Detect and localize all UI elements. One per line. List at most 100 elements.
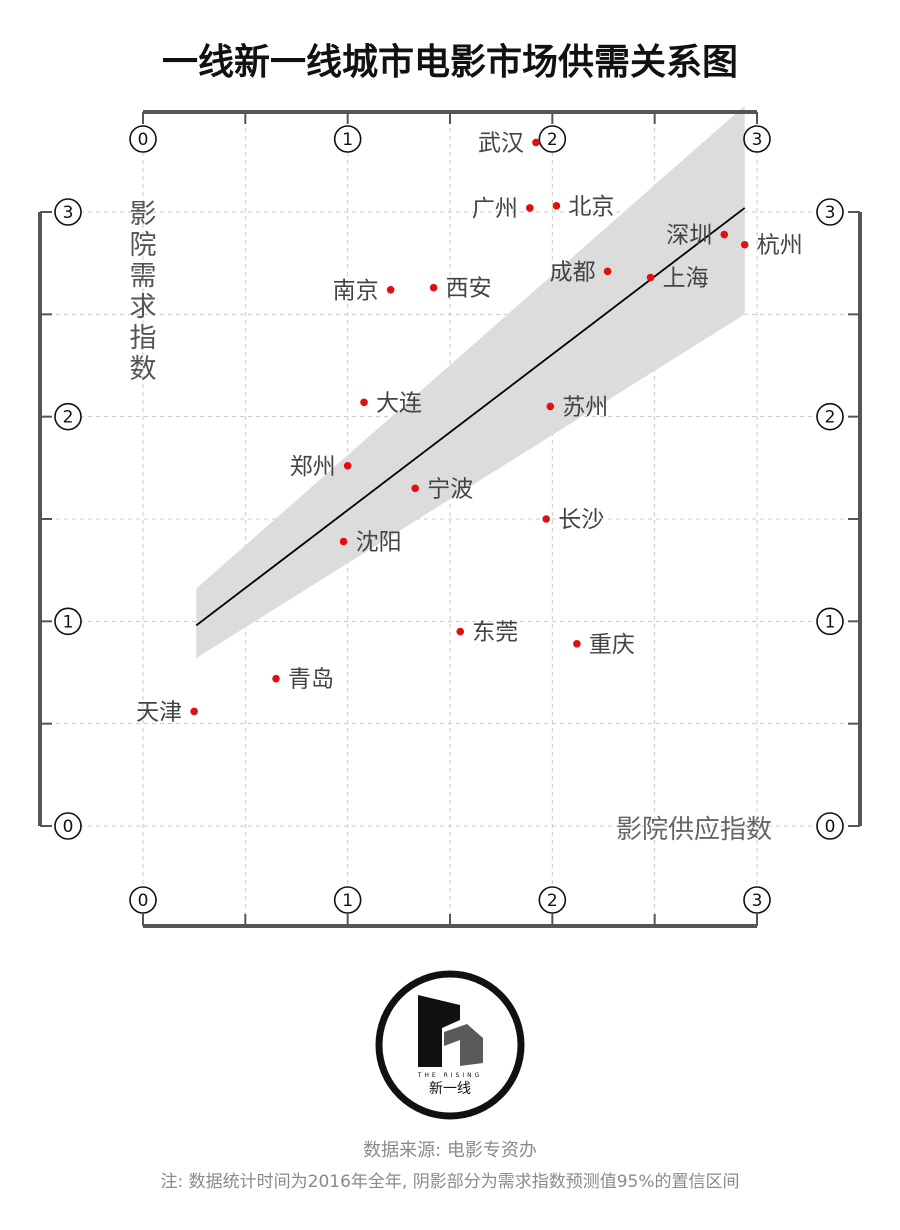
logo-mark-grey [444, 1024, 483, 1066]
point-label: 长沙 [558, 507, 604, 533]
data-point: 大连 [360, 390, 422, 416]
point-marker [339, 537, 348, 546]
tick-circle [816, 402, 844, 431]
point-label: 南京 [333, 278, 379, 304]
tick-text: 2 [825, 408, 836, 428]
data-point: 武汉 [478, 130, 540, 156]
data-point: 东莞 [456, 620, 518, 646]
x-tick-label-bottom: 1 [333, 886, 362, 914]
point-label: 天津 [136, 699, 182, 725]
tick-circle [129, 125, 157, 153]
x-tick-label-bottom: 2 [538, 886, 567, 914]
tick-circle [333, 125, 362, 153]
data-point: 上海 [646, 265, 709, 291]
point-marker [386, 285, 395, 294]
tick-text: 0 [138, 130, 149, 150]
y-tick-label-right: 1 [816, 607, 844, 636]
data-point: 宁波 [411, 476, 473, 502]
point-label: 重庆 [589, 632, 635, 658]
logo: THE RISING 新一线 [375, 970, 525, 1120]
point-marker [740, 240, 749, 249]
data-point: 深圳 [666, 223, 729, 249]
tick-circle [54, 402, 82, 431]
tick-circle [743, 886, 771, 914]
data-point: 广州 [472, 196, 534, 222]
confidence-band [196, 105, 745, 659]
footer-source: 数据来源: 电影专资办 [363, 1140, 537, 1161]
point-label: 广州 [472, 196, 518, 222]
y-tick-label-left: 0 [54, 812, 82, 840]
chart-title: 一线新一线城市电影市场供需关系图 [162, 42, 738, 83]
tick-circle [538, 886, 567, 914]
point-marker [411, 484, 420, 493]
data-point: 苏州 [546, 394, 608, 420]
data-point: 郑州 [290, 454, 352, 480]
point-marker [456, 627, 465, 636]
data-point: 天津 [136, 699, 198, 725]
point-marker [542, 515, 550, 523]
tick-circle [54, 812, 82, 840]
point-label: 深圳 [666, 223, 712, 249]
tick-circle [54, 607, 82, 636]
data-point: 杭州 [740, 233, 803, 259]
tick-text: 3 [752, 130, 763, 150]
point-marker [532, 138, 540, 147]
tick-text: 1 [825, 612, 836, 632]
y-tick-label-right: 3 [816, 198, 844, 226]
y-axis-label-char: 影 [130, 199, 157, 230]
point-label: 杭州 [757, 233, 803, 259]
point-marker [573, 640, 581, 648]
tick-circle [54, 198, 82, 226]
y-axis-label-char: 求 [130, 292, 157, 323]
x-tick-label-top: 1 [333, 125, 362, 153]
point-label: 苏州 [562, 394, 608, 420]
point-marker [646, 273, 655, 282]
logo-name: 新一线 [429, 1081, 471, 1097]
point-label: 成都 [550, 259, 596, 285]
footer-note: 注: 数据统计时间为2016年全年, 阴影部分为需求指数预测值95%的置信区间 [161, 1172, 740, 1192]
point-label: 宁波 [427, 476, 473, 502]
data-point: 重庆 [573, 632, 635, 658]
tick-circle [816, 198, 844, 226]
point-label: 武汉 [478, 130, 524, 156]
tick-text: 2 [547, 891, 558, 911]
logo-mark-dark [418, 995, 460, 1067]
axis-frame [38, 110, 862, 928]
point-marker [546, 402, 555, 411]
data-point: 西安 [429, 276, 492, 302]
tick-text: 0 [138, 891, 149, 911]
tick-circle [816, 607, 844, 636]
x-tick-label-bottom: 0 [129, 886, 157, 914]
point-label: 大连 [376, 390, 422, 416]
confidence-band-layer [195, 105, 746, 659]
x-tick-label-top: 2 [538, 125, 567, 153]
data-point: 成都 [550, 259, 612, 285]
point-label: 青岛 [288, 667, 334, 693]
tick-text: 2 [547, 130, 558, 150]
y-axis-label: 影院需求指数 [130, 199, 157, 385]
tick-text: 1 [342, 891, 353, 911]
tick-text: 0 [825, 817, 836, 837]
y-tick-label-left: 1 [54, 607, 82, 636]
tick-circle [333, 886, 362, 914]
tick-circle [129, 886, 157, 914]
logo-ring [375, 970, 525, 1120]
logo-tagline: THE RISING [417, 1072, 483, 1079]
tick-circle [743, 125, 771, 153]
tick-text: 3 [63, 203, 74, 223]
x-tick-label-top: 3 [743, 125, 771, 153]
y-tick-label-left: 3 [54, 198, 82, 226]
x-tick-label-bottom: 3 [743, 886, 771, 914]
data-point: 长沙 [542, 507, 604, 533]
point-label: 东莞 [472, 620, 518, 646]
point-label: 北京 [568, 194, 614, 220]
tick-text: 3 [825, 203, 836, 223]
y-axis-label-char: 指 [130, 323, 157, 354]
point-marker [343, 461, 352, 470]
y-axis-label-char: 数 [130, 354, 157, 385]
y-axis-label-char: 需 [130, 261, 157, 292]
tick-text: 2 [63, 408, 74, 428]
y-tick-label-left: 2 [54, 402, 82, 431]
